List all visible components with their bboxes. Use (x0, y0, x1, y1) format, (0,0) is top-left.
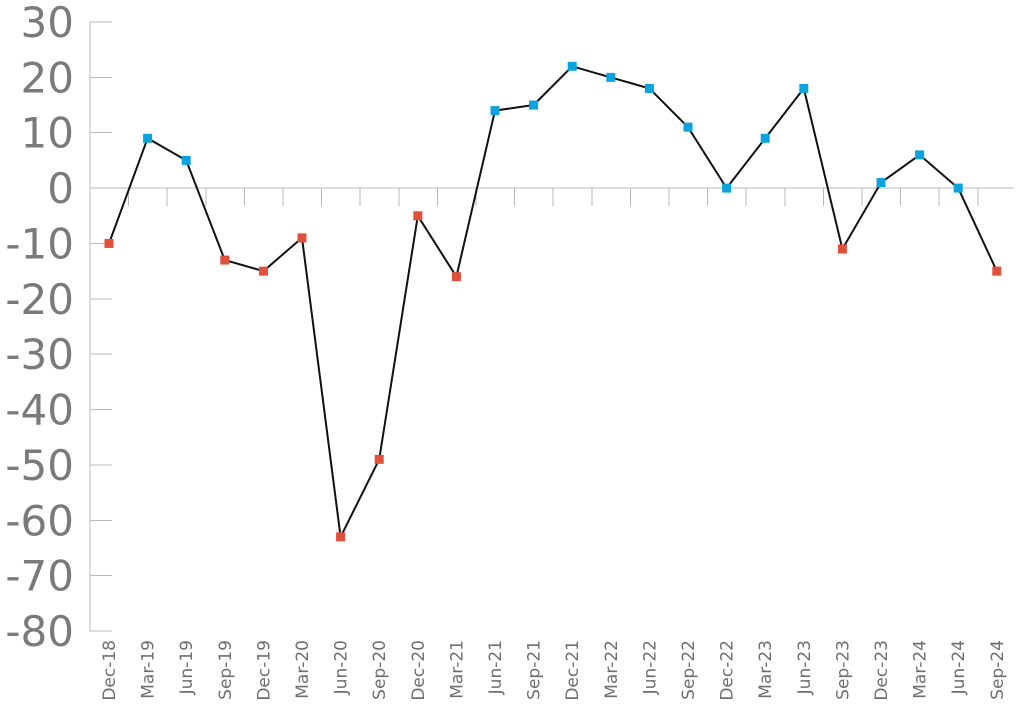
x-tick-label: Mar-21 (447, 640, 467, 699)
x-tick-label: Mar-24 (911, 640, 931, 699)
y-tick-label: 30 (21, 0, 74, 47)
x-tick-label: Dec-23 (872, 640, 892, 701)
x-tick-label: Dec-18 (100, 640, 120, 701)
y-tick-label: -30 (5, 330, 74, 379)
y-tick-label: -80 (5, 607, 74, 656)
y-tick-label: -40 (5, 386, 74, 435)
x-tick-label: Sep-21 (525, 640, 545, 700)
data-point (760, 133, 770, 143)
x-tick-label: Mar-23 (756, 640, 776, 699)
data-point (606, 72, 616, 82)
data-point (683, 122, 693, 132)
data-point (915, 150, 925, 160)
x-tick-label: Sep-20 (370, 640, 390, 700)
y-tick-label: -50 (5, 441, 74, 490)
y-tick-label: -20 (5, 275, 74, 324)
x-tick-label: Dec-22 (718, 640, 738, 701)
data-point (143, 133, 153, 143)
y-tick-label: 20 (21, 53, 74, 102)
data-point (490, 106, 500, 116)
data-point (799, 83, 809, 93)
y-tick-label: -70 (5, 552, 74, 601)
x-tick-label: Jun-24 (949, 640, 969, 695)
data-point (374, 454, 384, 464)
series-layer (108, 65, 998, 538)
y-tick-label: 10 (21, 109, 74, 158)
data-point (529, 100, 539, 110)
data-point (567, 61, 577, 71)
data-point (413, 211, 423, 221)
x-tick-label: Jun-23 (795, 640, 815, 695)
data-point (220, 255, 230, 265)
x-tick-label: Sep-23 (833, 640, 853, 700)
x-tick-label: Sep-19 (216, 640, 236, 700)
data-point (722, 183, 732, 193)
y-tick-label: -60 (5, 496, 74, 545)
x-tick-label: Sep-22 (679, 640, 699, 700)
x-tick-label: Jun-22 (640, 640, 660, 695)
x-tick-label: Dec-21 (563, 640, 583, 701)
y-axis: 30 20 10 0 -10 -20 -30 -40 -50 -60 -70 -80 (5, 0, 112, 656)
data-point (451, 272, 461, 282)
data-point (837, 244, 847, 254)
x-tick-label: Jun-19 (177, 640, 197, 695)
data-point (104, 238, 114, 248)
data-point (644, 83, 654, 93)
series-line (108, 65, 998, 538)
y-tick-label: -10 (5, 219, 74, 268)
data-point (876, 178, 886, 188)
x-tick-label: Mar-22 (602, 640, 622, 699)
data-point (336, 532, 346, 542)
x-tick-label: Jun-20 (332, 640, 352, 695)
x-axis: Dec-18 Mar-19 Jun-19 Sep-19 Dec-19 Mar-20 Jun-… (89, 187, 1014, 701)
data-point (297, 233, 307, 243)
data-point (258, 266, 268, 276)
x-tick-label: Mar-20 (293, 640, 313, 699)
x-tick-label: Sep-24 (988, 640, 1008, 700)
x-tick-label: Dec-19 (254, 640, 274, 701)
x-tick-label: Mar-19 (139, 640, 159, 699)
data-point (992, 266, 1002, 276)
y-tick-label: 0 (47, 164, 74, 213)
x-tick-label: Dec-20 (409, 640, 429, 701)
x-tick-label: Jun-21 (486, 640, 506, 695)
markers-layer (104, 61, 1002, 542)
data-point (953, 183, 963, 193)
data-point (181, 155, 191, 165)
